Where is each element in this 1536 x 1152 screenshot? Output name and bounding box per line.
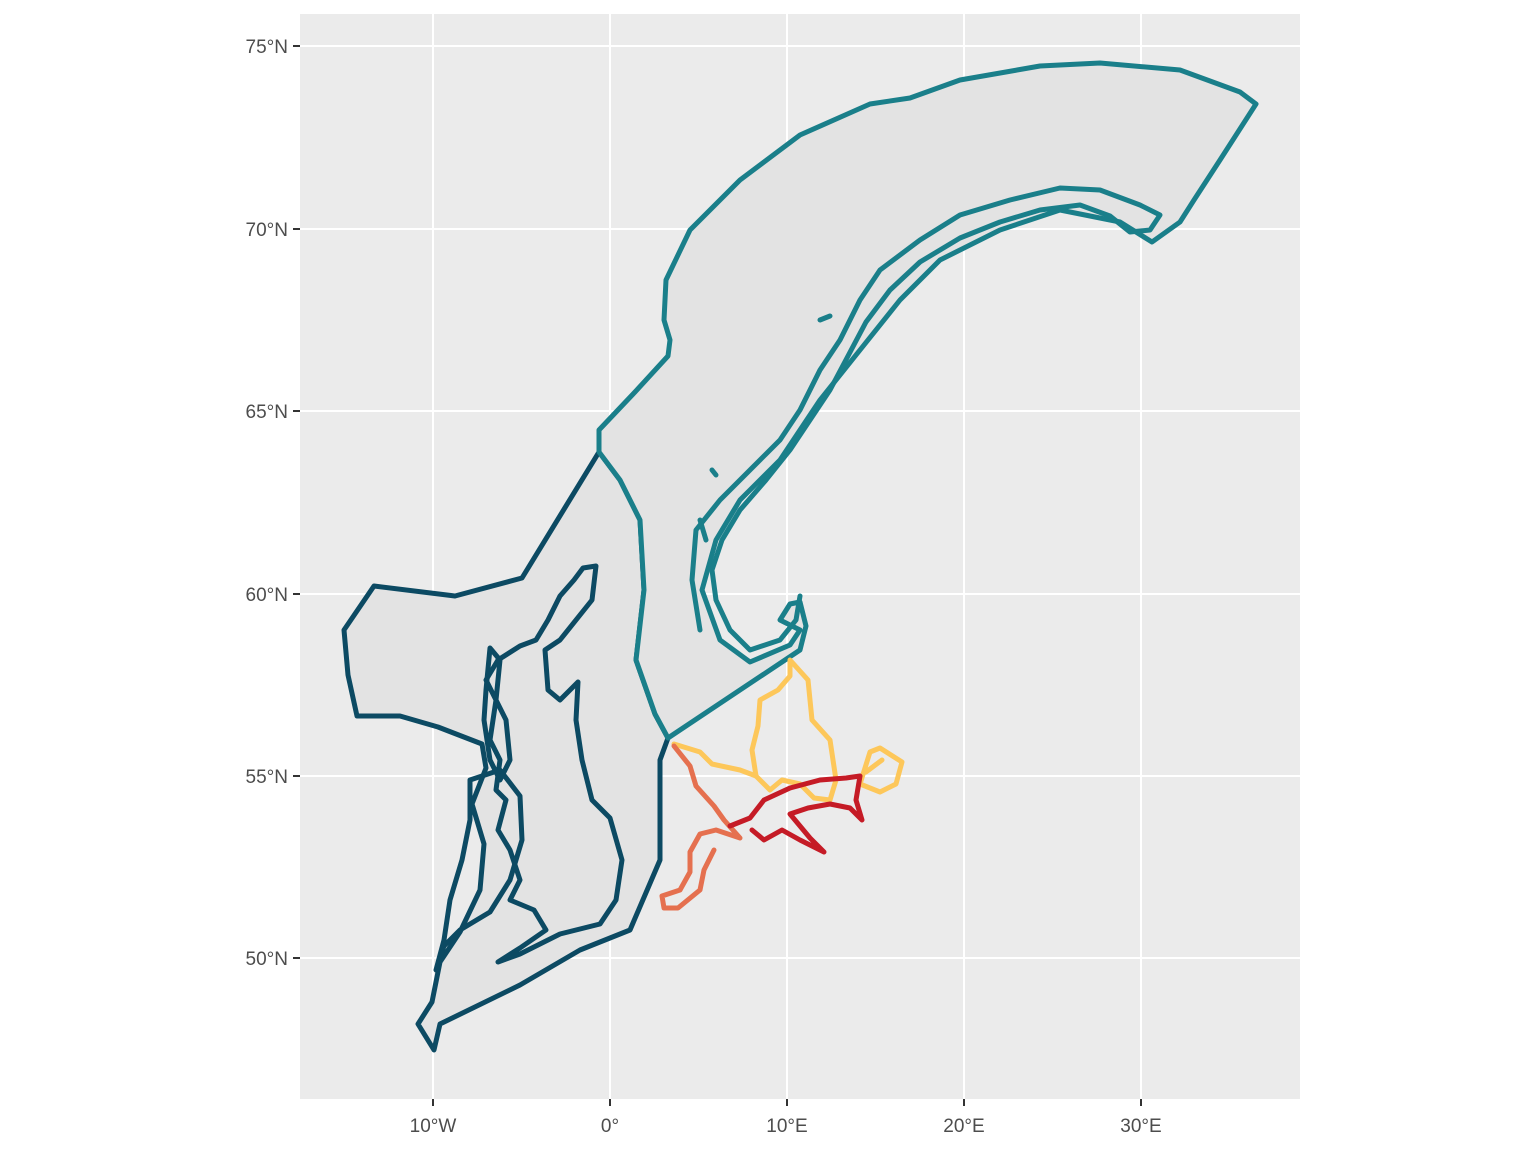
sweden-coastline	[749, 657, 839, 803]
gb-coastline	[483, 563, 625, 965]
y-tick-label: 70°N	[246, 220, 288, 241]
y-axis: 50°N 55°N 60°N 65°N 70°N 75°N	[246, 37, 300, 970]
x-tick-label: 10°E	[766, 1116, 807, 1137]
germany-coastline	[659, 743, 743, 911]
poland-coastline	[727, 773, 865, 855]
scottish-isles	[481, 645, 513, 783]
ireland-coastline	[433, 767, 525, 973]
x-tick-label: 20°E	[943, 1116, 984, 1137]
norway-region-outline	[596, 60, 1259, 741]
y-tick-label: 60°N	[246, 585, 288, 606]
x-tick-label: 30°E	[1120, 1116, 1161, 1137]
norway-region	[596, 60, 1259, 741]
x-axis: 10°W 0° 10°E 20°E 30°E	[410, 1099, 1162, 1137]
y-tick-label: 55°N	[246, 767, 288, 788]
norway-fjords	[697, 313, 833, 543]
x-tick-label: 0°	[601, 1116, 619, 1137]
y-tick-label: 65°N	[246, 402, 288, 423]
poland-coast	[727, 773, 865, 855]
x-tick-label: 10°W	[410, 1116, 457, 1137]
norway-coastline	[689, 185, 1163, 653]
y-tick-label: 75°N	[246, 37, 288, 58]
y-tick-label: 50°N	[246, 949, 288, 970]
sweden-islands	[857, 745, 905, 795]
germany-coast	[659, 743, 743, 911]
sweden-western-line	[671, 741, 759, 779]
sweden-coast	[671, 657, 905, 803]
